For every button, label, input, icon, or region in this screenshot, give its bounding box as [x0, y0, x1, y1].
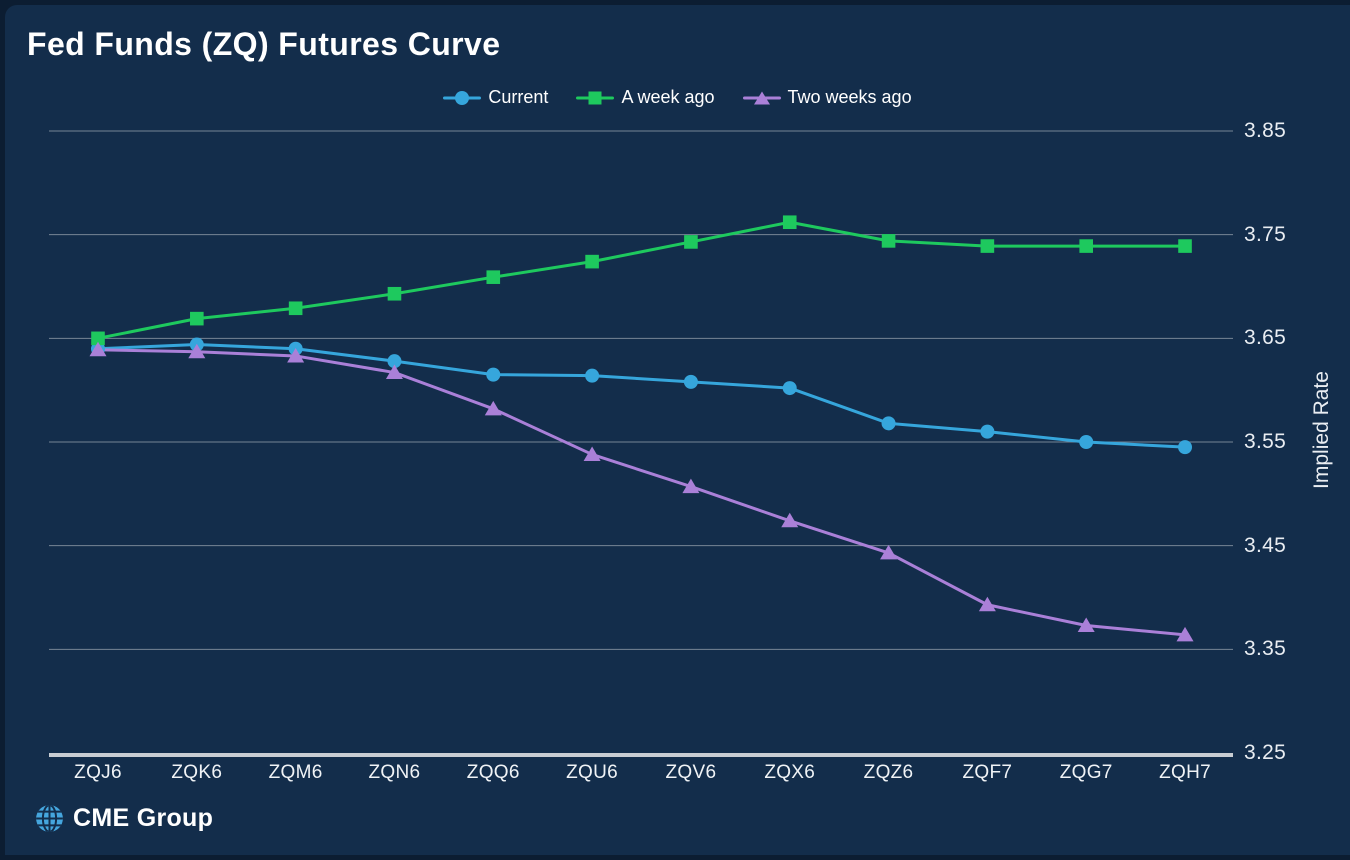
legend-item-two-weeks-ago: Two weeks ago: [742, 87, 912, 108]
y-tick-label: 3.65: [1244, 326, 1287, 350]
data-point-marker: [782, 215, 797, 230]
data-point-marker: [188, 343, 206, 359]
legend-item-current: Current: [443, 87, 548, 108]
x-tick-label: ZQG7: [1059, 762, 1113, 783]
x-tick-label: ZQZ6: [863, 762, 914, 783]
legend-item-a-week-ago: A week ago: [576, 87, 715, 108]
series-line-a-week-ago: [96, 220, 1187, 340]
data-point-marker: [881, 234, 896, 248]
x-tick-label: ZQH7: [1159, 762, 1211, 783]
data-point-marker: [1077, 617, 1095, 632]
data-point-marker: [1176, 626, 1194, 642]
x-tick-label: ZQU6: [566, 762, 619, 783]
x-tick-label: ZQK6: [171, 762, 223, 783]
legend-label: Current: [488, 87, 549, 107]
data-point-marker: [980, 424, 995, 439]
data-point-marker: [782, 381, 797, 396]
data-point-marker: [880, 544, 898, 560]
data-point-marker: [1079, 239, 1093, 253]
x-tick-label: ZQF7: [962, 762, 1013, 783]
x-tick-label: ZQV6: [665, 762, 717, 783]
data-point-marker: [387, 286, 402, 301]
x-tick-label: ZQX6: [764, 762, 816, 783]
chart-title: Fed Funds (ZQ) Futures Curve: [27, 26, 501, 62]
data-point-marker: [585, 368, 600, 383]
y-axis-title: Implied Rate: [1310, 371, 1333, 489]
x-tick-label: ZQN6: [368, 762, 421, 783]
data-point-marker: [683, 374, 698, 389]
data-point-marker: [881, 416, 896, 431]
data-point-marker: [89, 341, 107, 357]
x-tick-label: ZQM6: [268, 762, 323, 783]
y-tick-label: 3.55: [1244, 430, 1287, 453]
y-tick-label: 3.85: [1244, 119, 1287, 142]
cme-group-logo: CME Group: [35, 804, 213, 833]
legend-label: A week ago: [621, 87, 715, 107]
series-line-current: [96, 343, 1187, 449]
data-point-marker: [190, 311, 204, 326]
legend-square-marker-icon: [576, 89, 615, 107]
y-tick-label: 3.25: [1244, 741, 1287, 764]
data-point-marker: [387, 354, 402, 369]
data-point-marker: [486, 367, 501, 382]
data-point-marker: [288, 301, 303, 316]
y-tick-label: 3.45: [1244, 533, 1287, 557]
data-point-marker: [385, 364, 403, 380]
data-point-marker: [781, 512, 799, 528]
data-point-marker: [1079, 435, 1094, 449]
logo-text: CME Group: [73, 804, 214, 832]
legend-label: Two weeks ago: [787, 87, 912, 107]
globe-icon: [36, 805, 63, 832]
data-point-marker: [583, 446, 601, 461]
data-point-marker: [980, 239, 995, 253]
y-tick-label: 3.75: [1244, 222, 1287, 246]
data-point-marker: [287, 347, 305, 363]
y-tick-label: 3.35: [1244, 637, 1287, 661]
x-tick-label: ZQQ6: [466, 762, 520, 783]
data-point-marker: [91, 331, 105, 346]
chart-canvas: Fed Funds (ZQ) Futures Curve Current A we…: [5, 5, 1350, 855]
data-point-marker: [585, 254, 599, 269]
data-point-marker: [1178, 239, 1192, 253]
series-line-two-weeks-ago: [96, 348, 1187, 637]
data-point-marker: [486, 270, 501, 284]
legend-triangle-marker-icon: [742, 89, 781, 107]
legend-circle-marker-icon: [443, 89, 482, 107]
legend: Current A week ago Two weeks ago: [5, 87, 1350, 108]
data-point-marker: [682, 478, 700, 494]
plot-area: [49, 130, 1233, 757]
data-point-marker: [1178, 440, 1193, 455]
data-point-marker: [484, 400, 502, 416]
x-tick-label: ZQJ6: [74, 762, 122, 783]
data-point-marker: [978, 596, 996, 612]
data-point-marker: [684, 235, 698, 249]
